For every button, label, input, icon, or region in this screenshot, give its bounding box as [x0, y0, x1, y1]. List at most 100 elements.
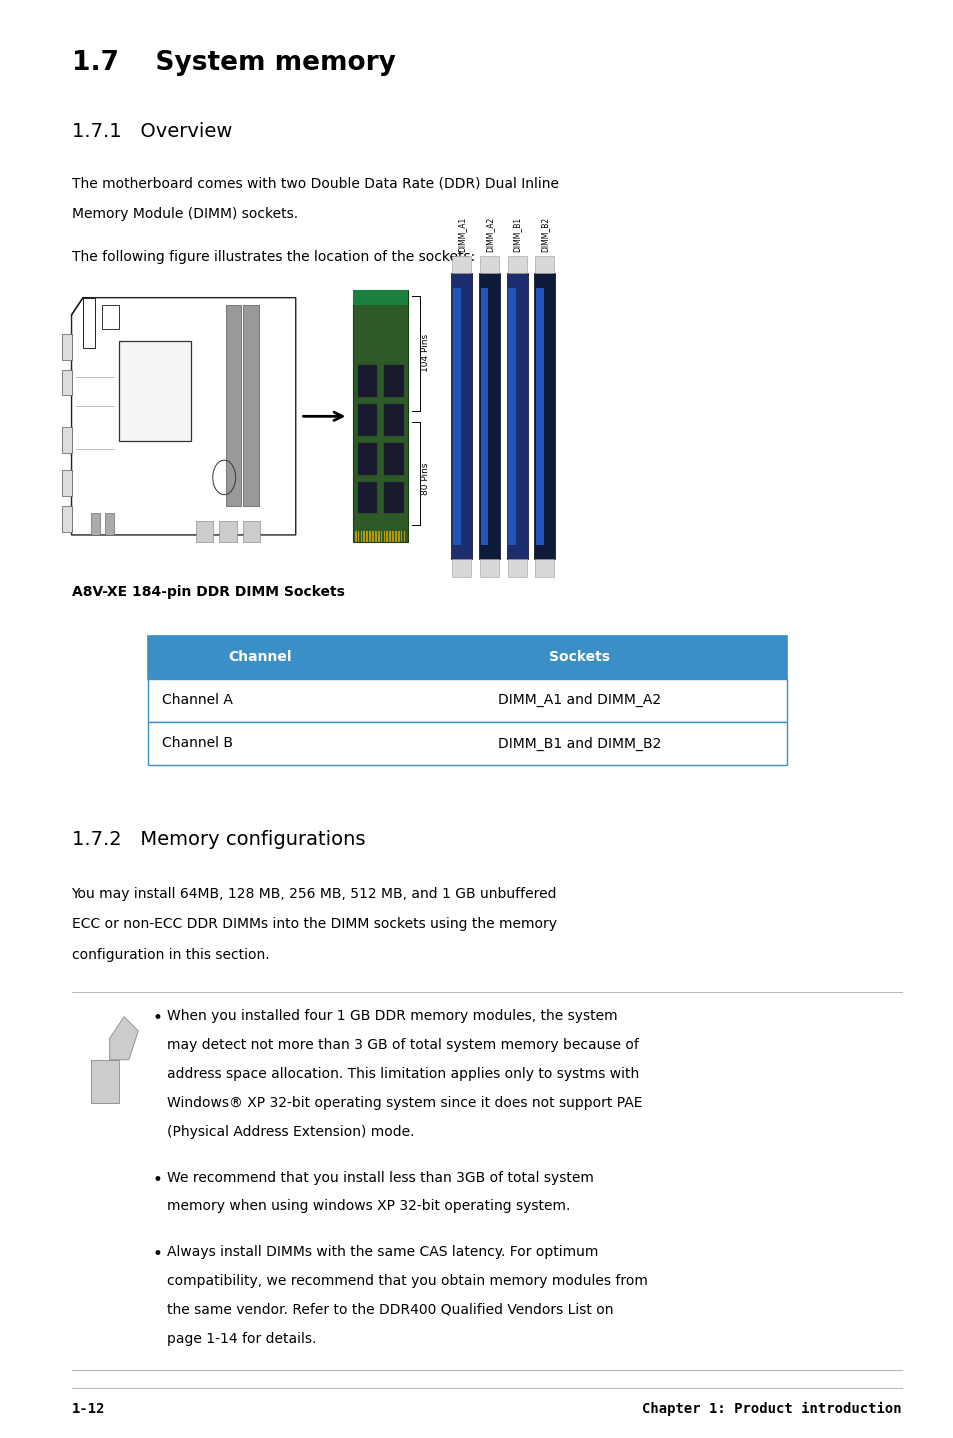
Polygon shape: [226, 305, 241, 506]
FancyBboxPatch shape: [148, 722, 786, 765]
Polygon shape: [400, 531, 402, 542]
Polygon shape: [536, 288, 543, 545]
Text: DIMM_A1 and DIMM_A2: DIMM_A1 and DIMM_A2: [497, 693, 660, 707]
Polygon shape: [91, 1060, 119, 1103]
Text: DIMM_B1 and DIMM_B2: DIMM_B1 and DIMM_B2: [497, 736, 660, 751]
Polygon shape: [384, 443, 403, 475]
Text: 1.7.2   Memory configurations: 1.7.2 Memory configurations: [71, 830, 365, 848]
Polygon shape: [392, 531, 394, 542]
Text: 1-12: 1-12: [71, 1402, 105, 1416]
Text: 104 Pins: 104 Pins: [420, 334, 430, 372]
Polygon shape: [243, 521, 260, 542]
Polygon shape: [105, 513, 114, 535]
Text: A8V-XE 184-pin DDR DIMM Sockets: A8V-XE 184-pin DDR DIMM Sockets: [71, 585, 344, 600]
Polygon shape: [451, 273, 472, 559]
Polygon shape: [403, 531, 405, 542]
Polygon shape: [452, 559, 471, 577]
Polygon shape: [507, 559, 526, 577]
Polygon shape: [534, 273, 555, 559]
Polygon shape: [353, 290, 408, 542]
Text: A8V-XE: A8V-XE: [122, 400, 145, 404]
Text: memory when using windows XP 32-bit operating system.: memory when using windows XP 32-bit oper…: [167, 1199, 570, 1214]
Polygon shape: [357, 482, 376, 513]
Text: •: •: [152, 1245, 162, 1264]
Text: Channel A: Channel A: [162, 693, 233, 707]
Text: •: •: [152, 1171, 162, 1189]
Text: DIMM_B2: DIMM_B2: [539, 217, 549, 252]
Text: Channel: Channel: [228, 650, 292, 664]
Polygon shape: [363, 531, 365, 542]
Polygon shape: [357, 365, 376, 397]
Polygon shape: [353, 290, 408, 305]
Polygon shape: [62, 506, 71, 532]
Polygon shape: [369, 531, 371, 542]
Text: configuration in this section.: configuration in this section.: [71, 948, 269, 962]
Text: ASUS: ASUS: [125, 421, 142, 426]
Text: the same vendor. Refer to the DDR400 Qualified Vendors List on: the same vendor. Refer to the DDR400 Qua…: [167, 1303, 613, 1317]
Text: Channel B: Channel B: [162, 736, 233, 751]
Polygon shape: [372, 531, 374, 542]
Polygon shape: [384, 404, 403, 436]
Text: ECC or non-ECC DDR DIMMs into the DIMM sockets using the memory: ECC or non-ECC DDR DIMMs into the DIMM s…: [71, 917, 556, 932]
Text: You may install 64MB, 128 MB, 256 MB, 512 MB, and 1 GB unbuffered: You may install 64MB, 128 MB, 256 MB, 51…: [71, 887, 557, 902]
Polygon shape: [535, 256, 554, 273]
Text: DIMM_A1: DIMM_A1: [456, 216, 466, 252]
Polygon shape: [357, 443, 376, 475]
Text: compatibility, we recommend that you obtain memory modules from: compatibility, we recommend that you obt…: [167, 1274, 647, 1288]
Polygon shape: [480, 288, 488, 545]
Polygon shape: [62, 470, 71, 496]
Text: •: •: [152, 1009, 162, 1028]
Polygon shape: [535, 559, 554, 577]
Polygon shape: [377, 531, 379, 542]
Text: may detect not more than 3 GB of total system memory because of: may detect not more than 3 GB of total s…: [167, 1038, 639, 1053]
Text: 1.7.1   Overview: 1.7.1 Overview: [71, 122, 232, 141]
Text: We recommend that you install less than 3GB of total system: We recommend that you install less than …: [167, 1171, 593, 1185]
Polygon shape: [479, 256, 498, 273]
Polygon shape: [366, 531, 368, 542]
Text: Chapter 1: Product introduction: Chapter 1: Product introduction: [641, 1402, 901, 1416]
Polygon shape: [507, 256, 526, 273]
Polygon shape: [380, 531, 382, 542]
Polygon shape: [360, 531, 362, 542]
Polygon shape: [243, 305, 258, 506]
Text: Memory Module (DIMM) sockets.: Memory Module (DIMM) sockets.: [71, 207, 297, 221]
Polygon shape: [395, 531, 396, 542]
Polygon shape: [355, 531, 356, 542]
Text: (Physical Address Extension) mode.: (Physical Address Extension) mode.: [167, 1125, 414, 1139]
Polygon shape: [375, 531, 376, 542]
Polygon shape: [91, 513, 100, 535]
Text: The following figure illustrates the location of the sockets:: The following figure illustrates the loc…: [71, 250, 475, 265]
Polygon shape: [62, 334, 71, 360]
FancyBboxPatch shape: [148, 636, 786, 679]
Polygon shape: [219, 521, 236, 542]
Text: address space allocation. This limitation applies only to systms with: address space allocation. This limitatio…: [167, 1067, 639, 1081]
Polygon shape: [397, 531, 399, 542]
Polygon shape: [508, 288, 516, 545]
Polygon shape: [453, 288, 460, 545]
Text: The motherboard comes with two Double Data Rate (DDR) Dual Inline: The motherboard comes with two Double Da…: [71, 177, 558, 191]
Polygon shape: [110, 1017, 138, 1060]
Text: 80 Pins: 80 Pins: [420, 463, 430, 496]
Text: Windows® XP 32-bit operating system since it does not support PAE: Windows® XP 32-bit operating system sinc…: [167, 1096, 641, 1110]
Polygon shape: [62, 370, 71, 395]
Text: DIMM_A2: DIMM_A2: [484, 216, 494, 252]
Text: DIMM_B1: DIMM_B1: [512, 217, 521, 252]
Text: 1.7    System memory: 1.7 System memory: [71, 50, 395, 76]
Text: page 1-14 for details.: page 1-14 for details.: [167, 1332, 316, 1346]
Text: When you installed four 1 GB DDR memory modules, the system: When you installed four 1 GB DDR memory …: [167, 1009, 617, 1024]
Polygon shape: [479, 559, 498, 577]
Polygon shape: [386, 531, 388, 542]
Polygon shape: [357, 531, 359, 542]
Text: Sockets: Sockets: [548, 650, 609, 664]
Text: Always install DIMMs with the same CAS latency. For optimum: Always install DIMMs with the same CAS l…: [167, 1245, 598, 1260]
Polygon shape: [452, 256, 471, 273]
Polygon shape: [478, 273, 499, 559]
Polygon shape: [389, 531, 391, 542]
Polygon shape: [384, 365, 403, 397]
Polygon shape: [119, 341, 191, 441]
Polygon shape: [384, 482, 403, 513]
Polygon shape: [506, 273, 527, 559]
Polygon shape: [195, 521, 213, 542]
Polygon shape: [62, 427, 71, 453]
Polygon shape: [383, 531, 385, 542]
